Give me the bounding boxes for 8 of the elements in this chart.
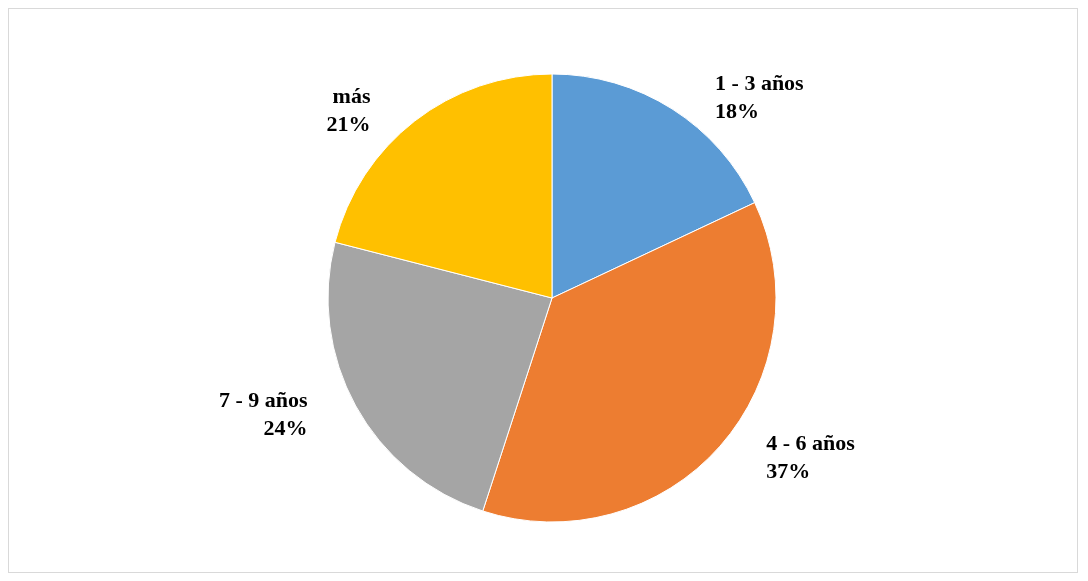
slice-label: 4 - 6 años — [766, 429, 856, 455]
data-label: 24% — [263, 414, 308, 440]
slice-label: 7 - 9 años — [218, 386, 308, 412]
slice-label: más — [332, 82, 371, 108]
data-label: 37% — [766, 457, 811, 483]
slice-label: 1 - 3 años — [715, 69, 805, 95]
data-label: 21% — [326, 110, 371, 136]
data-label: 18% — [715, 97, 760, 123]
